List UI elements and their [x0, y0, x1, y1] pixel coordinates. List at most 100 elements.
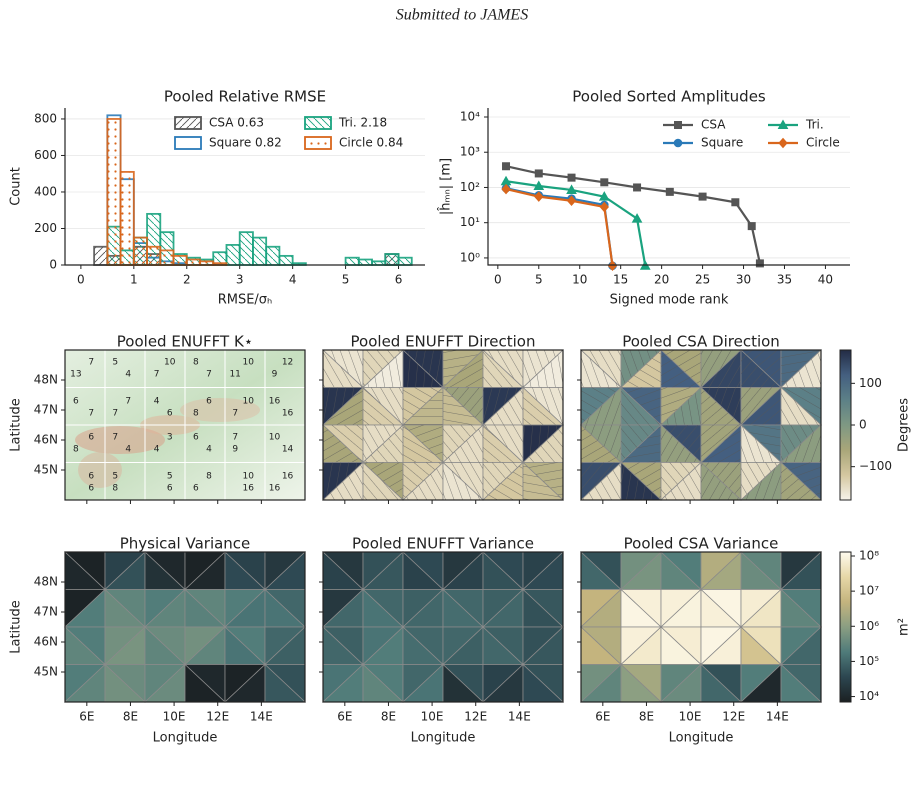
marker [747, 222, 756, 231]
k-label: 9 [232, 445, 238, 455]
histogram-bar [344, 256, 360, 266]
map-panel [321, 551, 565, 703]
k-label: 5 [167, 472, 173, 482]
direction-hatch [661, 462, 701, 500]
direction-hatch [621, 387, 661, 425]
direction-hatch [581, 387, 621, 425]
x-tick-label: 10E [163, 710, 186, 724]
histogram-bar [225, 244, 241, 266]
direction-hatch [781, 350, 821, 388]
k-label: 5 [112, 472, 118, 482]
histogram-bar [265, 245, 281, 266]
legend-label: Tri. [805, 118, 824, 132]
x-axis-label: RMSE/σₕ [218, 293, 273, 308]
y-tick-label: 10¹ [460, 215, 480, 229]
direction-hatch [661, 350, 701, 388]
y-tick-label: 400 [34, 184, 57, 198]
k-label: 13 [70, 370, 81, 380]
marker [533, 180, 545, 191]
direction-hatch [741, 462, 781, 500]
colorbar-tick-label: 10⁴ [859, 689, 879, 703]
direction-hatch [581, 350, 621, 388]
k-label: 7 [232, 433, 238, 443]
k-label: 7 [112, 409, 118, 419]
k-label: 16 [269, 484, 281, 494]
y-tick-label: 48N [34, 373, 58, 387]
y-tick-label: 200 [34, 221, 57, 235]
marker [502, 162, 511, 171]
direction-hatch [781, 425, 821, 463]
map-title: Pooled ENUFFT K⋆ [117, 333, 253, 351]
colorbar-tick-label: 10⁷ [859, 584, 879, 598]
series-line [505, 165, 761, 264]
k-label: 8 [206, 472, 212, 482]
y-tick-label: 600 [34, 148, 57, 162]
x-tick-label: 5 [535, 273, 543, 287]
legend-swatch [174, 136, 202, 150]
y-tick-label: 47N [34, 403, 58, 417]
marker [501, 183, 511, 195]
marker [534, 169, 543, 178]
direction-hatch [621, 350, 661, 388]
x-tick-label: 14E [508, 710, 531, 724]
x-tick-label: 12E [206, 710, 229, 724]
x-tick-label: 12E [464, 710, 487, 724]
direction-hatch [701, 425, 741, 463]
direction-hatch [701, 462, 741, 500]
direction-hatch [483, 387, 523, 425]
x-tick-label: 8E [123, 710, 138, 724]
x-axis-label: Longitude [153, 731, 218, 746]
series-line [505, 180, 647, 266]
k-label: 6 [88, 484, 94, 494]
colorbar-tick-label: 0 [859, 418, 867, 432]
direction-hatch [661, 387, 701, 425]
y-tick-label: 45N [34, 463, 58, 477]
legend-swatch [304, 116, 332, 130]
x-tick-label: 5 [342, 273, 350, 287]
direction-hatch [323, 462, 363, 500]
colorbar-tick-label: 10⁶ [859, 619, 879, 633]
marker [731, 198, 740, 207]
direction-hatch [741, 350, 781, 388]
direction-hatch [323, 350, 363, 388]
x-tick-label: 20 [654, 273, 669, 287]
x-tick-label: 25 [695, 273, 710, 287]
k-label: 7 [154, 370, 160, 380]
k-label: 10 [243, 472, 255, 482]
direction-hatch [363, 425, 403, 463]
histogram-bar [278, 254, 294, 266]
marker [534, 191, 544, 202]
direction-hatch [781, 387, 821, 425]
direction-hatch [443, 462, 483, 500]
k-label: 6 [167, 409, 173, 419]
histogram-bar [93, 245, 109, 266]
y-tick-label: 10⁴ [460, 109, 480, 123]
map-frame [322, 349, 564, 501]
k-label: 6 [167, 484, 173, 494]
direction-hatch [523, 350, 563, 388]
k-label: 4 [154, 397, 160, 407]
legend-marker [778, 137, 788, 149]
page-header: Submitted to JAMES [396, 7, 528, 24]
marker [566, 184, 577, 194]
k-label: 5 [112, 358, 118, 368]
marker [598, 191, 610, 201]
y-tick-label: 48N [34, 575, 58, 589]
legend-label: CSA [701, 118, 726, 132]
k-label: 6 [193, 433, 199, 443]
direction-hatch [581, 462, 621, 500]
x-tick-label: 0 [77, 273, 85, 287]
k-label: 10 [269, 433, 281, 443]
y-axis-label: Latitude [9, 398, 24, 452]
colorbar-tick-label: 10⁸ [859, 549, 879, 563]
direction-hatch [621, 462, 661, 500]
colorbar [839, 551, 852, 703]
colorbar-label: m² [897, 618, 912, 636]
x-tick-label: 6E [595, 710, 610, 724]
map-panel [63, 551, 307, 703]
k-label: 16 [243, 484, 255, 494]
direction-hatch [483, 350, 523, 388]
map-title: Pooled ENUFFT Direction [351, 333, 536, 351]
marker [665, 187, 674, 196]
